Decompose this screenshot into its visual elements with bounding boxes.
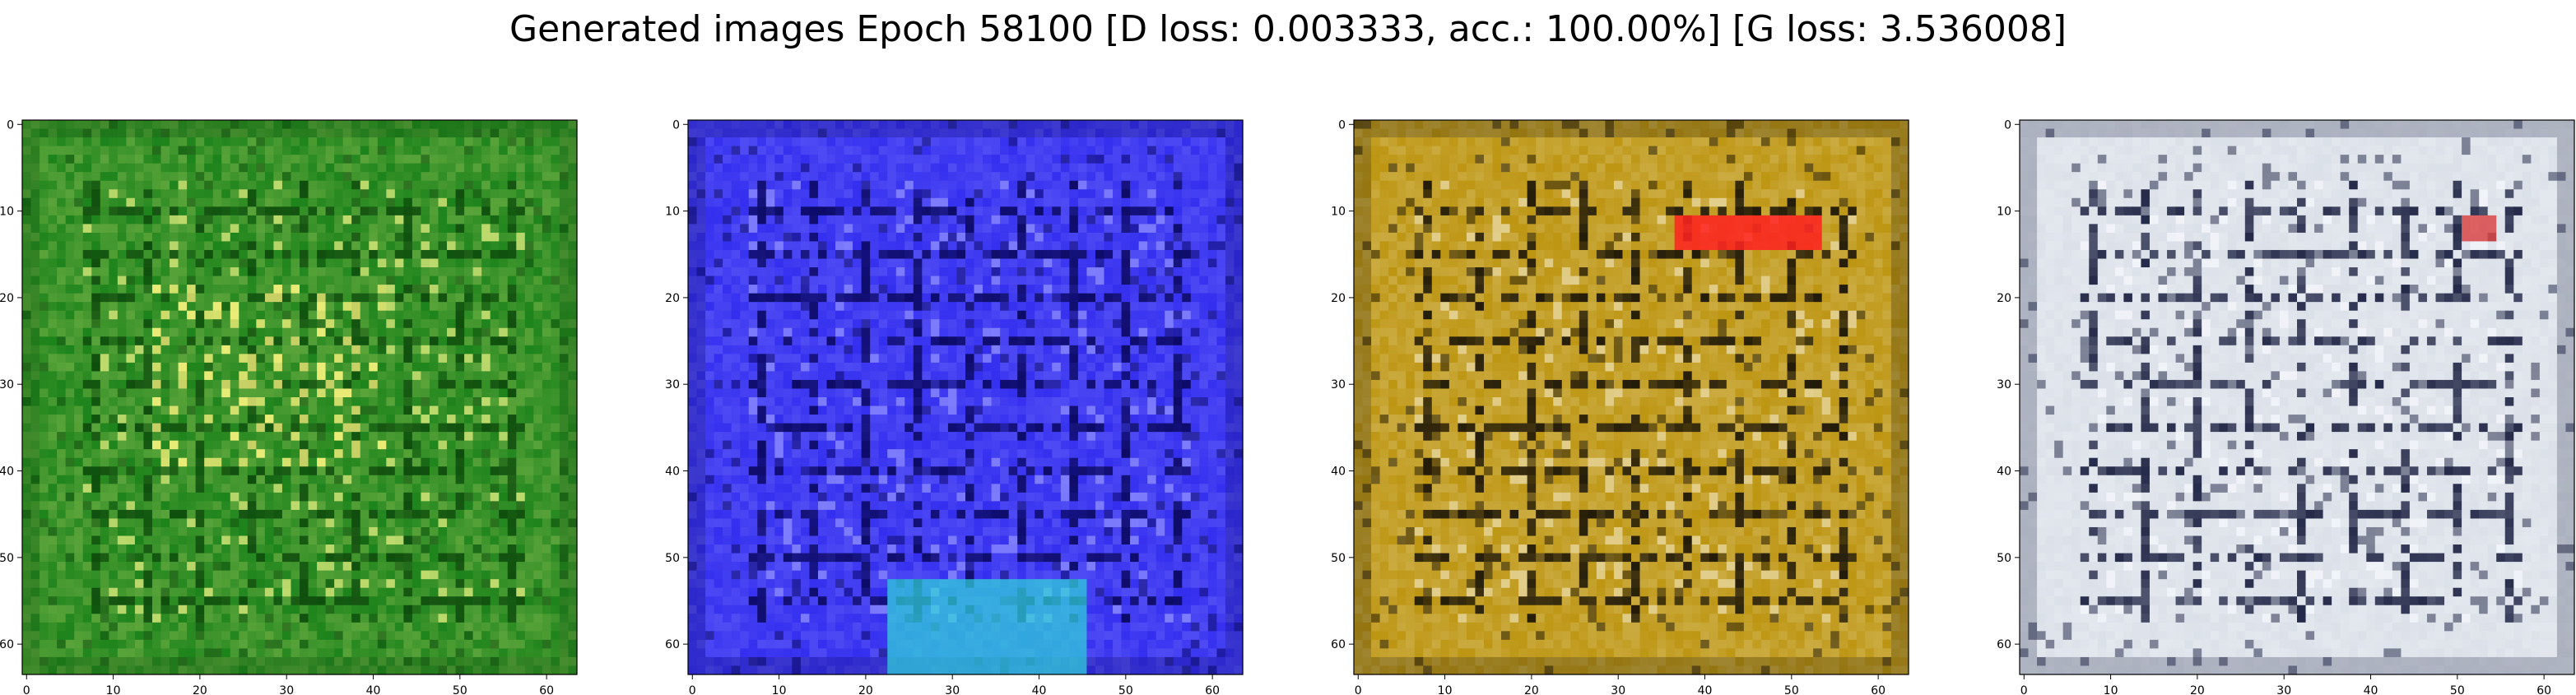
- y-tick-label: 40: [1997, 466, 2011, 479]
- generated-image-2-frame: [687, 119, 1244, 675]
- y-tick-label: 50: [665, 552, 680, 565]
- y-tick-label: 0: [1338, 118, 1346, 132]
- y-tick-label: 10: [1331, 206, 1346, 219]
- y-tick-label: 40: [0, 466, 14, 479]
- x-tick-label: 50: [453, 684, 467, 695]
- y-tick-label: 50: [0, 552, 14, 565]
- x-tick-label: 60: [2536, 684, 2551, 695]
- generated-image-4-pixels: [2020, 120, 2575, 675]
- generated-image-4-frame: [2019, 119, 2575, 675]
- y-tick-label: 30: [665, 378, 680, 392]
- x-tick-label: 20: [2190, 684, 2205, 695]
- x-tick-label: 60: [539, 684, 554, 695]
- x-tick-label: 0: [1355, 684, 1362, 695]
- y-tick-label: 10: [665, 206, 680, 219]
- x-tick-label: 10: [2104, 684, 2118, 695]
- y-tick-label: 10: [1997, 206, 2011, 219]
- y-tick-label: 20: [1997, 292, 2011, 305]
- x-tick-label: 30: [1611, 684, 1625, 695]
- y-tick-label: 50: [1997, 552, 2011, 565]
- y-tick-label: 20: [665, 292, 680, 305]
- x-tick-label: 60: [1871, 684, 1886, 695]
- x-tick-label: 20: [1524, 684, 1539, 695]
- x-tick-label: 30: [279, 684, 294, 695]
- x-tick-label: 0: [23, 684, 30, 695]
- generated-image-3-frame: [1353, 119, 1909, 675]
- x-tick-label: 40: [2364, 684, 2378, 695]
- x-tick-label: 40: [1032, 684, 1047, 695]
- y-tick-label: 60: [0, 638, 14, 651]
- y-tick-label: 0: [7, 118, 14, 132]
- x-tick-label: 50: [2450, 684, 2465, 695]
- figure-title: Generated images Epoch 58100 [D loss: 0.…: [509, 8, 2067, 50]
- generated-image-3: 0 10 20 30 40 50 60 0 10 20 30 40 50 60: [1331, 118, 1909, 695]
- y-tick-label: 0: [2004, 118, 2011, 132]
- x-tick-label: 30: [945, 684, 960, 695]
- x-tick-label: 0: [689, 684, 696, 695]
- y-tick-label: 30: [0, 378, 14, 392]
- y-tick-label: 0: [672, 118, 680, 132]
- x-tick-label: 10: [772, 684, 787, 695]
- y-tick-label: 60: [1331, 638, 1346, 651]
- y-tick-label: 60: [1997, 638, 2011, 651]
- generated-image-2-pixels: [688, 120, 1244, 675]
- y-tick-label: 30: [1997, 378, 2011, 392]
- x-tick-label: 40: [1698, 684, 1713, 695]
- x-tick-label: 0: [2020, 684, 2028, 695]
- x-tick-label: 10: [106, 684, 121, 695]
- x-tick-label: 30: [2276, 684, 2291, 695]
- x-tick-label: 20: [858, 684, 873, 695]
- y-tick-label: 40: [665, 466, 680, 479]
- x-tick-label: 10: [1438, 684, 1453, 695]
- y-tick-label: 50: [1331, 552, 1346, 565]
- x-tick-label: 50: [1118, 684, 1133, 695]
- y-tick-label: 60: [665, 638, 680, 651]
- y-tick-label: 10: [0, 206, 14, 219]
- generated-image-1: 0 10 20 30 40 50 60 0 10 20 30 40 50 60: [0, 118, 578, 695]
- x-tick-label: 20: [193, 684, 207, 695]
- x-tick-label: 50: [1784, 684, 1799, 695]
- x-tick-label: 40: [366, 684, 381, 695]
- generated-image-2: 0 10 20 30 40 50 60 0 10 20 30 40 50 60: [665, 118, 1244, 695]
- y-tick-label: 40: [1331, 466, 1346, 479]
- x-tick-label: 60: [1205, 684, 1220, 695]
- y-tick-label: 20: [1331, 292, 1346, 305]
- generated-image-1-pixels: [22, 120, 578, 675]
- y-tick-label: 20: [0, 292, 14, 305]
- y-tick-label: 30: [1331, 378, 1346, 392]
- generated-image-3-pixels: [1354, 120, 1909, 675]
- generated-image-1-frame: [21, 119, 578, 675]
- generated-image-4: 0 10 20 30 40 50 60 0 10 20 30 40 50 60: [1997, 118, 2575, 695]
